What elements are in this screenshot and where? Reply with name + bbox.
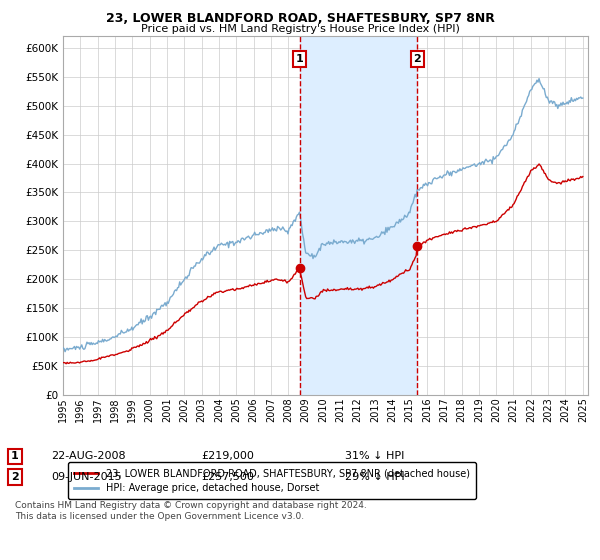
Text: 23, LOWER BLANDFORD ROAD, SHAFTESBURY, SP7 8NR: 23, LOWER BLANDFORD ROAD, SHAFTESBURY, S… xyxy=(106,12,494,25)
Text: 1: 1 xyxy=(11,451,19,461)
Text: 29% ↓ HPI: 29% ↓ HPI xyxy=(345,472,404,482)
Text: 31% ↓ HPI: 31% ↓ HPI xyxy=(345,451,404,461)
Text: 2: 2 xyxy=(11,472,19,482)
Text: 22-AUG-2008: 22-AUG-2008 xyxy=(51,451,125,461)
Text: £257,500: £257,500 xyxy=(201,472,254,482)
Text: Price paid vs. HM Land Registry's House Price Index (HPI): Price paid vs. HM Land Registry's House … xyxy=(140,24,460,34)
Text: Contains HM Land Registry data © Crown copyright and database right 2024.
This d: Contains HM Land Registry data © Crown c… xyxy=(15,501,367,521)
Text: 09-JUN-2015: 09-JUN-2015 xyxy=(51,472,122,482)
Text: 2: 2 xyxy=(413,54,421,64)
Text: 1: 1 xyxy=(296,54,304,64)
Bar xyxy=(299,36,417,395)
Text: £219,000: £219,000 xyxy=(201,451,254,461)
Legend: 23, LOWER BLANDFORD ROAD, SHAFTESBURY, SP7 8NR (detached house), HPI: Average pr: 23, LOWER BLANDFORD ROAD, SHAFTESBURY, S… xyxy=(68,463,476,499)
